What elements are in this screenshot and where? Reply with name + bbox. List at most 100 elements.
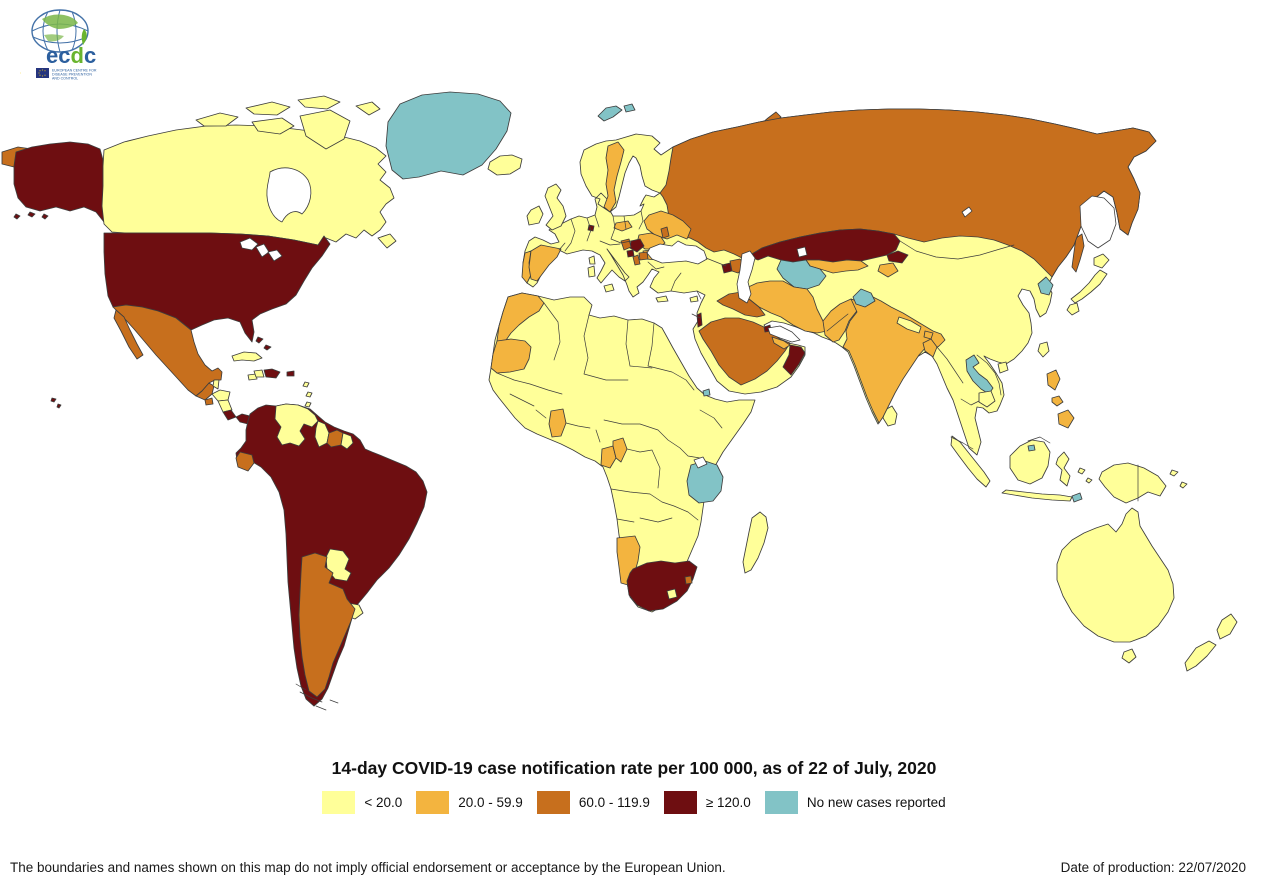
country-costa-rica [222,409,237,421]
hudson-bay [266,167,312,223]
country-jamaica [247,373,258,381]
legend-label-lt20: < 20.0 [364,795,403,810]
ecdc-logo: ecdc EUROPEAN CENTRE FOR DISEASE PREVENT… [19,5,130,89]
country-russia [659,108,1157,278]
country-puerto-rico [286,370,295,377]
country-nepal [896,316,922,334]
country-pakistan [822,298,863,343]
legend-item-gte120: ≥ 120.0 [663,791,751,814]
country-tanzania [686,460,724,504]
caspian-sea [736,250,756,304]
country-el-salvador [204,397,214,406]
country-nicaragua [217,399,233,413]
country-mexico [112,304,223,397]
tasmania [1121,648,1137,664]
ecdc-org-line2: DISEASE PREVENTION [52,73,92,77]
country-greenland [385,91,512,180]
aral-sea [796,246,808,258]
mediterranean-islands [587,255,699,303]
country-moldova [660,226,670,239]
legend-swatch-gte120 [663,791,697,814]
country-saudi-arabia [698,317,791,386]
great-lakes [239,237,283,262]
country-canada [101,124,395,246]
country-dominican-republic [263,368,281,379]
europe-internal-borders [558,210,727,292]
legend-label-20-59: 20.0 - 59.9 [458,795,523,810]
legend-item-lt20: < 20.0 [322,791,402,814]
country-australia [1056,507,1175,643]
new-guinea [1098,462,1167,504]
map-legend: < 20.0 20.0 - 59.9 60.0 - 119.9 ≥ 120.0 … [0,791,1268,814]
country-taiwan [1037,341,1050,358]
hainan-island [997,361,1009,374]
country-venezuela [274,403,319,447]
country-belize [212,379,220,390]
kashmir-region [852,288,876,308]
ecdc-globe-icon [31,9,89,53]
country-ghana [548,408,567,438]
country-albania [632,254,641,266]
country-montenegro [626,249,635,258]
country-iceland [487,154,523,176]
legend-swatch-lt20 [322,791,356,814]
country-spain [528,244,562,282]
hawaii [50,397,62,409]
country-kazakhstan [749,228,901,263]
country-north-korea [1037,276,1054,296]
africa-internal-borders [496,302,723,523]
country-ecuador [235,451,255,472]
country-ireland [526,205,544,226]
legend-item-no-new-cases: No new cases reported [764,791,946,814]
legend-item-20-59: 20.0 - 59.9 [416,791,523,814]
country-brunei [1027,444,1036,452]
newfoundland [377,233,397,249]
boundaries-disclaimer: The boundaries and names shown on this m… [10,860,726,875]
country-philippines [1046,369,1075,429]
sumatra [950,435,991,488]
legend-swatch-60-119 [536,791,570,814]
country-bahamas [255,336,272,351]
asia-internal-borders [691,240,1139,502]
country-timor-leste [1071,492,1083,503]
country-north-macedonia [638,251,649,261]
sulawesi [1055,451,1071,487]
date-of-production: Date of production: 22/07/2020 [1060,860,1246,875]
legend-swatch-20-59 [416,791,450,814]
country-sweden [603,141,625,213]
sakhalin [1071,233,1085,273]
sea-of-okhotsk [1079,195,1117,249]
country-oman [782,344,806,376]
lake-baikal [961,206,973,218]
french-guiana [340,432,354,450]
black-sea [646,240,708,265]
legend-item-60-119: 60.0 - 119.9 [536,791,650,814]
country-cambodia [978,390,996,408]
country-turkmenistan [776,259,827,290]
persian-gulf [767,325,801,343]
country-djibouti [702,388,711,397]
country-alaska [13,141,119,232]
country-japan [1066,253,1110,316]
country-south-africa [626,560,698,612]
country-gabon [600,445,617,469]
country-sri-lanka [882,405,898,427]
canadian-arctic-islands [195,95,381,150]
svalbard [597,103,636,122]
melanesia-islands [1169,469,1188,489]
country-bangladesh [922,338,938,358]
ecdc-org-line1: EUROPEAN CENTRE FOR [52,69,97,73]
country-morocco [496,292,545,344]
legend-label-60-119: 60.0 - 119.9 [578,795,650,810]
country-czechia [613,220,633,232]
country-kyrgyzstan [886,250,909,264]
country-ukraine [643,210,692,240]
moluccas [1077,467,1093,484]
lesser-antilles [302,381,313,408]
country-argentina [298,552,356,698]
country-lesotho [666,588,678,600]
country-haiti [253,369,265,378]
borneo [1009,439,1051,485]
country-uae [771,336,791,350]
